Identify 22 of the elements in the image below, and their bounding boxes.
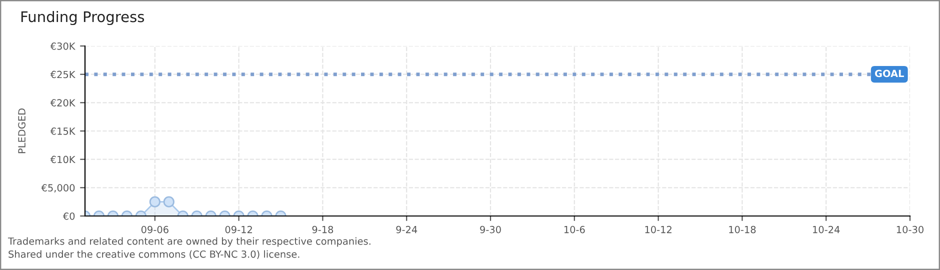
x-tick-label: 9-18 bbox=[312, 226, 334, 234]
x-tick-label: 10-12 bbox=[645, 226, 672, 234]
y-tick-label: €5,000 bbox=[41, 184, 75, 192]
x-tick-label: 9-24 bbox=[396, 226, 418, 234]
y-tick-label: €30K bbox=[50, 42, 76, 50]
y-tick-label: €25K bbox=[50, 70, 76, 78]
chart-title: Funding Progress bbox=[21, 10, 144, 26]
y-tick-label: €15K bbox=[50, 127, 76, 135]
x-tick-label: 10-30 bbox=[896, 226, 924, 234]
text: Trademarks and related content are owned by their respective companies. bbox=[8, 237, 370, 247]
y-axis-title: PLEDGED bbox=[18, 108, 26, 154]
y-tick-label: €20K bbox=[50, 99, 76, 106]
ref-line-label: GOAL bbox=[875, 70, 904, 78]
x-tick-label: 10-6 bbox=[564, 226, 585, 234]
text: Shared under the creative commons (CC BY-NC 3.0) license. bbox=[8, 250, 300, 259]
x-tick-label: 09-12 bbox=[225, 226, 252, 234]
x-tick-label: 10-24 bbox=[813, 226, 840, 234]
y-tick-label: €10K bbox=[50, 156, 76, 164]
x-tick-label: 10-18 bbox=[729, 226, 756, 234]
y-tick-label: €0 bbox=[62, 212, 75, 220]
x-tick-label: 09-06 bbox=[141, 226, 168, 234]
x-tick-label: 9-30 bbox=[480, 226, 501, 234]
